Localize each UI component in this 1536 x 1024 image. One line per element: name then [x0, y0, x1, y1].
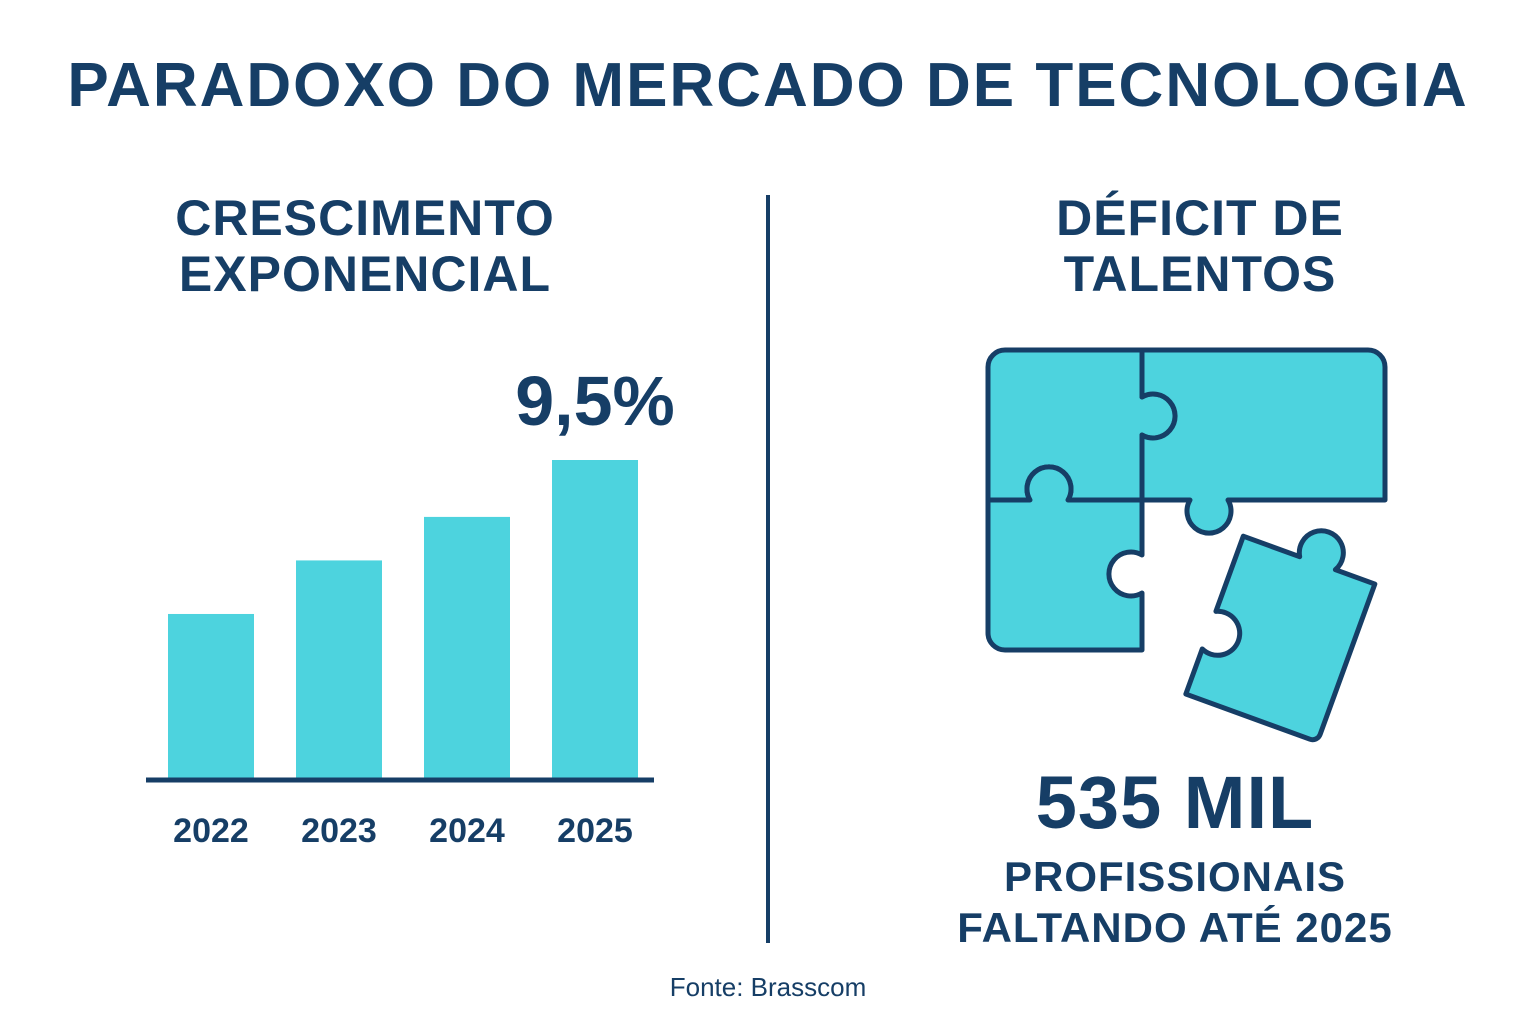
- deficit-subtitle-line2: FALTANDO ATÉ 2025: [957, 904, 1393, 951]
- page-title: PARADOXO DO MERCADO DE TECNOLOGIA: [67, 51, 1469, 120]
- tick-label-2023: 2023: [301, 812, 377, 850]
- puzzle-piece-top-right: [1139, 347, 1388, 536]
- bar-2023: [296, 560, 382, 778]
- left-title-line1: CRESCIMENTO: [175, 190, 555, 246]
- left-title-line2: EXPONENCIAL: [178, 246, 552, 302]
- puzzle-piece-loose: [1183, 528, 1378, 743]
- bar-2024: [424, 516, 510, 778]
- bar-2025: [552, 460, 638, 778]
- bar-2022: [168, 613, 254, 778]
- right-section-title: DÉFICIT DE TALENTOS: [985, 190, 1415, 302]
- value-annotation: 9,5%: [515, 362, 675, 440]
- bars-group: [168, 460, 638, 778]
- right-title-line1: DÉFICIT DE: [1056, 190, 1344, 246]
- bar-chart: 2022 2023 2024 2025 9,5%: [146, 362, 675, 850]
- deficit-number: 535 MIL: [1035, 761, 1315, 844]
- section-divider: [766, 195, 770, 943]
- source-note: Fonte: Brasscom: [669, 972, 867, 1002]
- right-title-line2: TALENTOS: [1063, 246, 1337, 302]
- tick-labels-group: 2022 2023 2024 2025: [173, 812, 633, 850]
- deficit-subtitle-line1: PROFISSIONAIS: [1003, 853, 1347, 900]
- tick-label-2024: 2024: [429, 812, 505, 850]
- puzzle-piece-bottom-left: [985, 464, 1145, 653]
- tick-label-2022: 2022: [173, 812, 249, 850]
- puzzle-icon: [985, 347, 1388, 743]
- tick-label-2025: 2025: [557, 812, 633, 850]
- left-section-title: CRESCIMENTO EXPONENCIAL: [150, 190, 580, 302]
